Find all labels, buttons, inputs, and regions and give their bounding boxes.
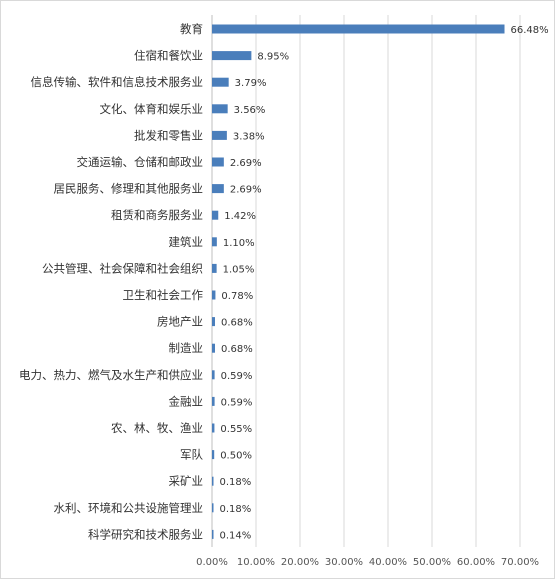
value-label: 0.78%	[221, 291, 253, 302]
value-label: 0.59%	[221, 371, 253, 382]
bar	[212, 210, 219, 220]
category-label: 金融业	[169, 394, 204, 408]
bar	[212, 529, 214, 539]
x-tick-label: 10.00%	[237, 557, 275, 568]
bar	[212, 343, 215, 353]
value-label: 0.55%	[220, 424, 252, 435]
value-label: 0.68%	[221, 344, 253, 355]
value-label: 1.42%	[224, 211, 256, 222]
category-label: 科学研究和技术服务业	[88, 527, 203, 541]
category-label: 教育	[180, 22, 203, 36]
category-label: 农、林、牧、渔业	[111, 421, 203, 435]
category-label: 采矿业	[169, 474, 204, 488]
bar	[212, 503, 214, 513]
x-tick-label: 60.00%	[457, 557, 495, 568]
category-label: 交通运输、仓储和邮政业	[77, 155, 204, 169]
x-tick-label: 20.00%	[281, 557, 319, 568]
value-label: 1.05%	[223, 264, 255, 275]
x-tick-label: 0.00%	[196, 557, 228, 568]
bar	[212, 130, 227, 140]
category-label: 租赁和商务服务业	[111, 208, 203, 222]
value-label: 0.18%	[220, 504, 252, 515]
bar	[212, 237, 217, 247]
x-tick-label: 70.00%	[501, 557, 539, 568]
bar	[212, 24, 505, 34]
value-label: 1.10%	[223, 238, 255, 249]
bar	[212, 290, 216, 300]
bar	[212, 396, 215, 406]
category-label: 房地产业	[157, 315, 203, 329]
category-label: 居民服务、修理和其他服务业	[54, 182, 204, 196]
value-label: 8.95%	[257, 52, 289, 63]
value-label: 66.48%	[511, 25, 549, 36]
bar	[212, 51, 252, 61]
category-label: 文化、体育和娱乐业	[100, 102, 204, 116]
value-label: 2.69%	[230, 158, 262, 169]
value-label: 2.69%	[230, 185, 262, 196]
value-label: 0.50%	[220, 451, 252, 462]
value-label: 0.59%	[221, 397, 253, 408]
category-label: 水利、环境和公共设施管理业	[54, 501, 204, 515]
category-label: 批发和零售业	[134, 128, 203, 142]
bar	[212, 263, 217, 273]
category-label: 住宿和餐饮业	[134, 49, 203, 63]
value-label: 0.18%	[220, 477, 252, 488]
x-tick-label: 40.00%	[369, 557, 407, 568]
bar	[212, 317, 215, 327]
value-label: 0.14%	[220, 530, 252, 541]
value-label: 0.68%	[221, 318, 253, 329]
category-label: 军队	[180, 448, 203, 462]
value-label: 3.79%	[235, 78, 267, 89]
bar	[212, 77, 229, 87]
category-label: 公共管理、社会保障和社会组织	[42, 261, 203, 275]
bar	[212, 157, 224, 167]
bar	[212, 104, 228, 114]
bar	[212, 423, 215, 433]
value-label: 3.56%	[234, 105, 266, 116]
category-label: 信息传输、软件和信息技术服务业	[31, 75, 204, 89]
bar	[212, 370, 215, 380]
x-tick-label: 50.00%	[413, 557, 451, 568]
category-label: 建筑业	[169, 235, 204, 249]
category-label: 电力、热力、燃气及水生产和供应业	[19, 368, 203, 382]
bar	[212, 450, 215, 460]
category-label: 卫生和社会工作	[123, 288, 204, 302]
value-label: 3.38%	[233, 131, 265, 142]
bar	[212, 476, 214, 486]
category-label: 制造业	[169, 341, 204, 355]
bar	[212, 184, 224, 194]
x-tick-label: 30.00%	[325, 557, 363, 568]
